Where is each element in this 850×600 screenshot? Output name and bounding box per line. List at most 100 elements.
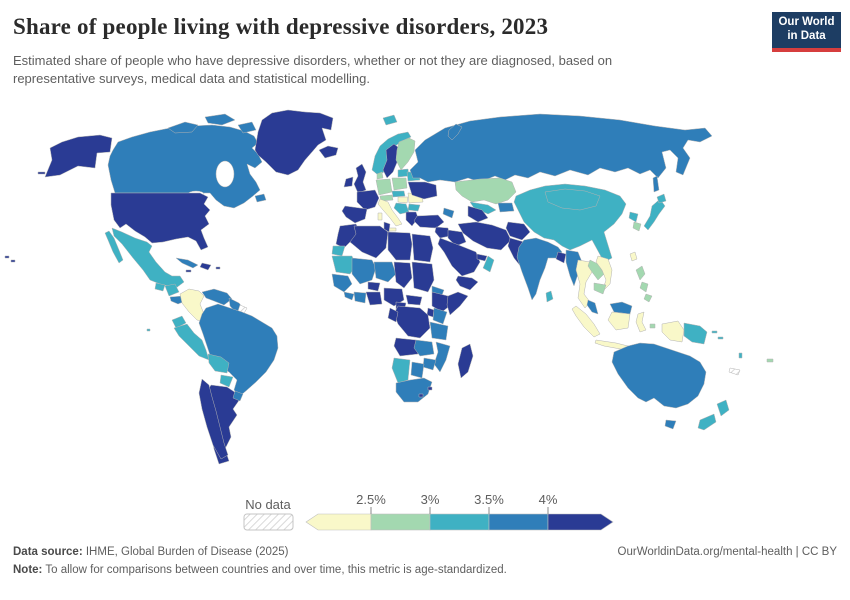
country-new-zealand-south[interactable]: [697, 413, 717, 431]
country-vanuatu[interactable]: [738, 352, 743, 359]
country-ecuador[interactable]: [171, 315, 187, 329]
country-iran[interactable]: [457, 221, 512, 251]
country-germany[interactable]: [375, 178, 393, 196]
country-caucasus[interactable]: [442, 207, 455, 219]
country-poland[interactable]: [391, 177, 408, 191]
country-russia[interactable]: [409, 113, 713, 183]
country-alaska[interactable]: [44, 134, 113, 178]
country-bulgaria[interactable]: [407, 203, 421, 212]
country-united-kingdom[interactable]: [353, 163, 367, 194]
country-finland[interactable]: [395, 137, 416, 171]
country-usa[interactable]: [110, 192, 211, 251]
country-india[interactable]: [516, 237, 563, 301]
country-cambodia[interactable]: [593, 282, 607, 295]
country-mexico[interactable]: [111, 227, 185, 289]
country-italy[interactable]: [377, 198, 403, 227]
country-lesotho[interactable]: [418, 393, 424, 398]
country-japan[interactable]: [643, 198, 666, 231]
country-newfoundland[interactable]: [254, 193, 267, 203]
country-eswatini[interactable]: [427, 386, 433, 391]
country-philippines-2[interactable]: [639, 281, 649, 293]
country-philippines-1[interactable]: [635, 265, 646, 281]
country-sumatra[interactable]: [571, 305, 601, 338]
country-ukraine[interactable]: [407, 181, 438, 200]
country-fiji[interactable]: [766, 358, 774, 363]
country-kazakhstan[interactable]: [454, 177, 517, 205]
country-sulawesi[interactable]: [635, 311, 647, 333]
country-aleutians[interactable]: [37, 171, 46, 175]
country-svalbard[interactable]: [382, 114, 398, 126]
country-sweden[interactable]: [382, 143, 400, 179]
country-hispaniola[interactable]: [199, 262, 212, 271]
country-chad[interactable]: [393, 261, 413, 289]
country-bolivia[interactable]: [207, 353, 230, 374]
country-western-sahara[interactable]: [331, 245, 346, 257]
country-angola[interactable]: [393, 337, 419, 357]
country-kyrgyzstan-tajikistan[interactable]: [497, 202, 515, 213]
country-hawaii[interactable]: [4, 255, 10, 259]
country-ghana-togo-benin[interactable]: [365, 291, 383, 306]
country-uzbekistan[interactable]: [469, 201, 497, 215]
country-denmark[interactable]: [376, 171, 384, 180]
country-senegal-guinea[interactable]: [331, 273, 353, 293]
legend-bin1-segment[interactable]: [305, 513, 372, 531]
legend-bin4-segment[interactable]: [488, 513, 549, 531]
country-arctic-island-1[interactable]: [167, 121, 199, 134]
country-zimbabwe[interactable]: [422, 357, 437, 371]
country-hungary[interactable]: [397, 196, 409, 204]
country-uae-qatar[interactable]: [476, 253, 488, 262]
country-sierra-leone-liberia[interactable]: [343, 291, 355, 301]
country-tanzania[interactable]: [429, 321, 449, 341]
country-new-caledonia[interactable]: [728, 367, 741, 376]
country-yemen[interactable]: [455, 275, 479, 291]
country-greenland[interactable]: [254, 109, 334, 176]
country-somalia[interactable]: [446, 291, 469, 316]
country-papua-new-guinea[interactable]: [683, 322, 708, 345]
country-morocco[interactable]: [335, 223, 361, 249]
country-algeria[interactable]: [349, 225, 389, 259]
country-south-africa[interactable]: [395, 377, 433, 403]
country-sakhalin[interactable]: [652, 175, 660, 193]
country-ireland[interactable]: [343, 176, 354, 188]
legend-bin2-segment[interactable]: [370, 513, 431, 531]
country-sudan[interactable]: [411, 261, 435, 293]
country-guatemala[interactable]: [154, 282, 166, 292]
country-hokkaido[interactable]: [656, 193, 667, 204]
country-arctic-island-3[interactable]: [237, 121, 257, 134]
country-madagascar[interactable]: [457, 343, 474, 379]
country-bangladesh[interactable]: [555, 251, 567, 264]
country-egypt[interactable]: [411, 233, 434, 263]
country-iceland[interactable]: [318, 145, 339, 159]
country-puerto-rico[interactable]: [215, 266, 221, 270]
country-ethiopia[interactable]: [431, 291, 453, 313]
country-cuba[interactable]: [175, 257, 199, 269]
country-chile[interactable]: [198, 378, 229, 460]
country-baja-california[interactable]: [104, 230, 124, 264]
country-honduras-nicaragua[interactable]: [164, 283, 180, 297]
country-paraguay[interactable]: [219, 374, 234, 388]
country-jamaica[interactable]: [185, 269, 192, 273]
country-galapagos[interactable]: [146, 328, 151, 332]
country-czechia-slovakia[interactable]: [391, 190, 406, 198]
country-congo-gabon[interactable]: [387, 307, 399, 323]
country-venezuela[interactable]: [201, 288, 233, 306]
country-afghanistan[interactable]: [505, 221, 531, 241]
country-arctic-island-2[interactable]: [204, 113, 236, 126]
legend-bin3-segment[interactable]: [429, 513, 490, 531]
country-hawaii-2[interactable]: [10, 259, 16, 263]
country-australia[interactable]: [611, 342, 707, 409]
country-solomon-islands-1[interactable]: [711, 330, 718, 334]
country-niger[interactable]: [373, 261, 397, 283]
legend-bin5-segment[interactable]: [547, 513, 614, 531]
country-tasmania[interactable]: [664, 419, 677, 430]
country-sardinia[interactable]: [377, 212, 383, 221]
country-namibia[interactable]: [391, 357, 411, 384]
country-burkina-faso[interactable]: [367, 281, 381, 292]
country-turkmenistan[interactable]: [467, 205, 489, 223]
country-turkey[interactable]: [413, 214, 445, 229]
country-philippines-3[interactable]: [643, 293, 653, 303]
country-france[interactable]: [356, 189, 380, 211]
country-spain-portugal[interactable]: [341, 205, 368, 224]
country-peru[interactable]: [173, 323, 210, 361]
country-dr-congo[interactable]: [393, 305, 431, 339]
